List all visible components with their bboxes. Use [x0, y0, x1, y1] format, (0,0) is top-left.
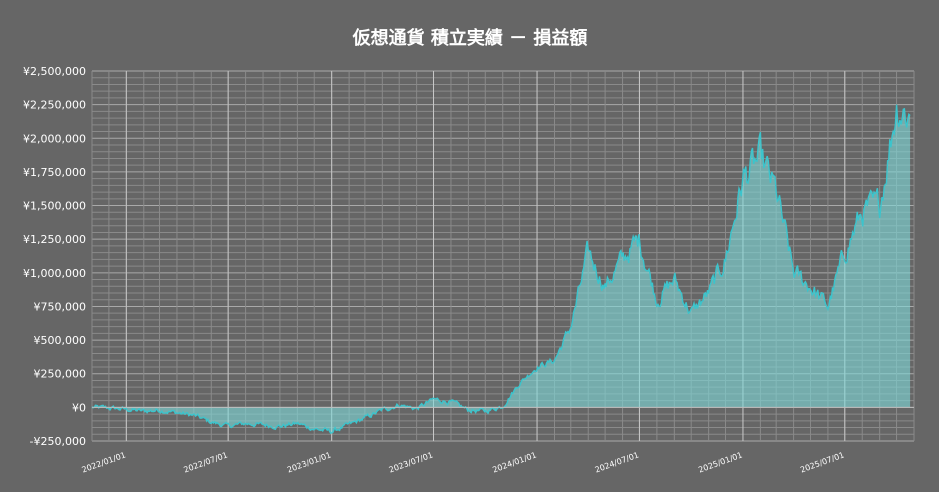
y-tick-label: -¥250,000	[30, 435, 86, 448]
y-tick-label: ¥2,500,000	[23, 65, 86, 78]
y-tick-label: ¥0	[72, 401, 86, 414]
y-tick-label: ¥1,250,000	[23, 233, 86, 246]
chart-title: 仮想通貨 積立実績 － 損益額	[352, 27, 588, 49]
x-tick-label: 2023/01/01	[286, 450, 332, 474]
x-tick-label: 2024/01/01	[491, 450, 537, 474]
x-tick-label: 2022/01/01	[81, 450, 127, 474]
x-tick-label: 2025/01/01	[697, 450, 743, 474]
x-tick-label: 2022/07/01	[182, 450, 228, 474]
y-tick-label: ¥1,750,000	[23, 166, 86, 179]
x-tick-label: 2024/07/01	[594, 450, 640, 474]
y-tick-label: ¥2,250,000	[23, 99, 86, 112]
y-tick-label: ¥1,500,000	[23, 200, 86, 213]
y-tick-label: ¥250,000	[34, 368, 87, 381]
y-tick-label: ¥2,000,000	[23, 132, 86, 145]
y-tick-label: ¥1,000,000	[23, 267, 86, 280]
x-tick-label: 2025/07/01	[799, 450, 845, 474]
y-tick-label: ¥750,000	[34, 300, 87, 313]
x-tick-label: 2023/07/01	[388, 450, 434, 474]
y-tick-label: ¥500,000	[34, 334, 87, 347]
profit-area-fill	[92, 104, 911, 434]
profit-series-line	[91, 104, 911, 434]
data-area-layer	[91, 104, 911, 434]
